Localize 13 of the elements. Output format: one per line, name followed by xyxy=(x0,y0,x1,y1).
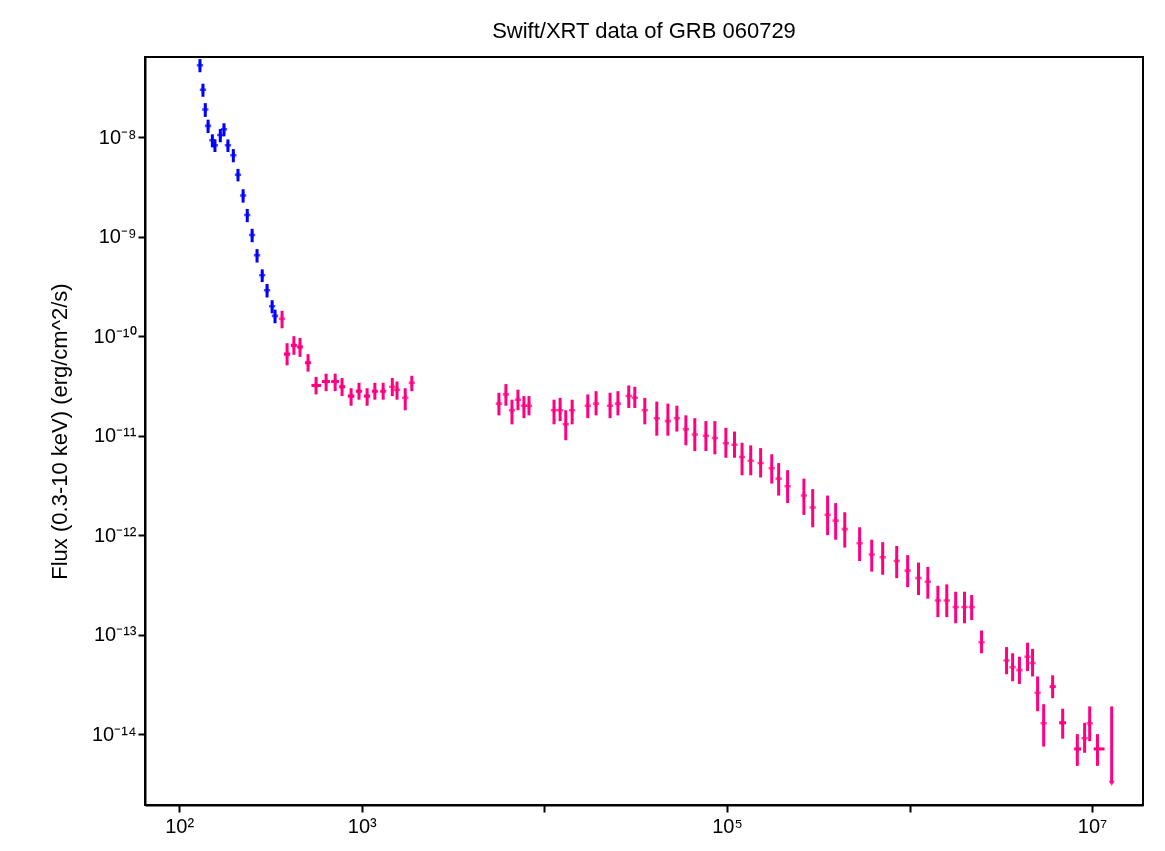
y-tick-label: 10⁻⁸ xyxy=(98,125,137,148)
chart-title: Swift/XRT data of GRB 060729 xyxy=(492,18,796,43)
y-tick-label: 10⁻¹⁰ xyxy=(93,324,137,347)
y-tick-label: 10⁻¹² xyxy=(93,523,137,546)
x-tick-label: 10⁷ xyxy=(1077,814,1108,837)
x-tick-label: 10² xyxy=(165,814,195,837)
y-tick-label: 10⁻¹¹ xyxy=(93,424,137,447)
x-tick-label: 10³ xyxy=(347,814,378,837)
y-tick-label: 10⁻¹³ xyxy=(93,623,137,646)
y-tick-label: 10⁻⁹ xyxy=(98,225,137,248)
y-axis-title: Flux (0.3-10 keV) (erg/cm^2/s) xyxy=(47,283,72,580)
x-tick-label: 10⁵ xyxy=(712,814,743,837)
y-tick-label: 10⁻¹⁴ xyxy=(92,722,137,745)
